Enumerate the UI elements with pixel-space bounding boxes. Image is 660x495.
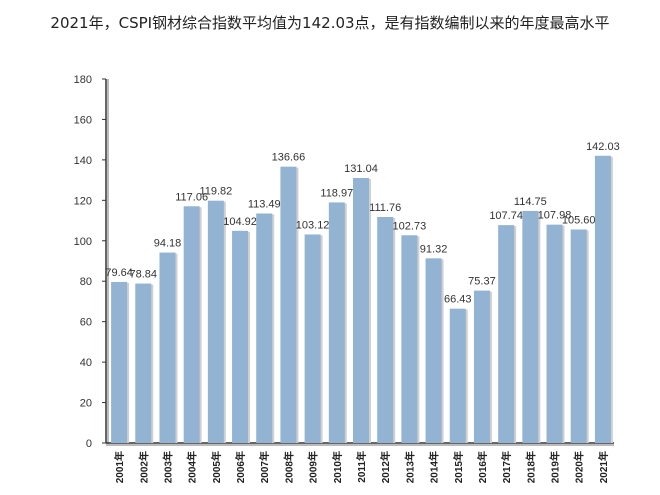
- data-label: 117.06: [175, 191, 208, 203]
- data-label: 119.82: [199, 186, 232, 198]
- data-label: 105.60: [562, 214, 596, 226]
- x-tick-label: 2001年: [113, 451, 126, 483]
- bar: [546, 224, 563, 443]
- data-label: 118.97: [320, 187, 353, 199]
- data-label: 107.74: [489, 210, 523, 222]
- y-tick-label: 60: [80, 317, 92, 329]
- y-tick-label: 20: [80, 398, 92, 410]
- x-tick-label: 2008年: [282, 451, 295, 483]
- data-label: 75.37: [468, 276, 496, 288]
- x-tick-label: 2007年: [258, 451, 271, 483]
- bar: [232, 230, 249, 443]
- bar: [425, 258, 442, 443]
- y-tick-label: 180: [74, 74, 92, 86]
- data-label: 114.75: [514, 196, 547, 208]
- x-tick-label: 2003年: [161, 451, 174, 483]
- data-label: 91.32: [420, 243, 448, 255]
- data-label: 104.92: [223, 216, 257, 228]
- x-tick-label: 2002年: [137, 451, 150, 483]
- bar: [473, 290, 490, 443]
- bar: [159, 252, 176, 443]
- x-tick-label: 2017年: [500, 451, 513, 483]
- x-tick-label: 2016年: [476, 451, 489, 483]
- x-tick-label: 2010年: [331, 451, 344, 483]
- data-label: 94.18: [154, 238, 182, 250]
- bar: [401, 235, 418, 443]
- data-label: 102.73: [393, 220, 427, 232]
- bar: [570, 229, 587, 443]
- y-tick-label: 0: [86, 438, 92, 450]
- bar: [111, 281, 128, 443]
- x-tick-label: 2021年: [597, 451, 610, 483]
- bar: [377, 216, 394, 443]
- y-tick-label: 100: [74, 236, 92, 248]
- bar: [207, 200, 224, 443]
- bar: [498, 225, 515, 443]
- data-label: 66.43: [444, 294, 472, 306]
- bar: [135, 283, 152, 443]
- data-label: 113.49: [248, 198, 281, 210]
- x-tick-label: 2019年: [549, 451, 562, 483]
- bar: [304, 234, 321, 443]
- data-label: 136.66: [272, 152, 306, 164]
- bar: [594, 155, 611, 443]
- x-tick-label: 2018年: [524, 451, 537, 483]
- data-label: 142.03: [586, 141, 620, 153]
- data-label: 78.84: [130, 269, 158, 281]
- data-label: 103.12: [296, 219, 330, 231]
- x-tick-label: 2013年: [403, 451, 416, 483]
- x-tick-label: 2015年: [452, 451, 465, 483]
- bar: [522, 210, 539, 443]
- x-tick-label: 2009年: [307, 451, 320, 483]
- data-label: 107.98: [538, 210, 572, 222]
- bar: [449, 308, 466, 443]
- y-tick-label: 140: [74, 155, 92, 167]
- x-tick-label: 2020年: [573, 451, 586, 483]
- data-label: 131.04: [344, 163, 378, 175]
- chart-title: 2021年，CSPI钢材综合指数平均值为142.03点，是有指数编制以来的年度最…: [50, 14, 610, 32]
- data-label: 79.64: [105, 267, 133, 279]
- bar: [183, 206, 200, 443]
- bar: [256, 213, 273, 443]
- data-label: 111.76: [369, 202, 401, 214]
- y-tick-label: 160: [74, 114, 92, 126]
- bar: [280, 166, 297, 443]
- y-tick-label: 120: [74, 195, 92, 207]
- x-tick-label: 2005年: [210, 451, 223, 483]
- bar: [328, 202, 345, 443]
- x-tick-label: 2011年: [355, 451, 368, 483]
- x-tick-label: 2006年: [234, 451, 247, 483]
- x-tick-label: 2014年: [428, 451, 441, 483]
- x-tick-label: 2004年: [186, 451, 199, 483]
- bar: [353, 178, 369, 443]
- x-tick-label: 2012年: [379, 451, 392, 483]
- y-tick-label: 80: [80, 276, 92, 288]
- y-tick-label: 40: [80, 357, 92, 369]
